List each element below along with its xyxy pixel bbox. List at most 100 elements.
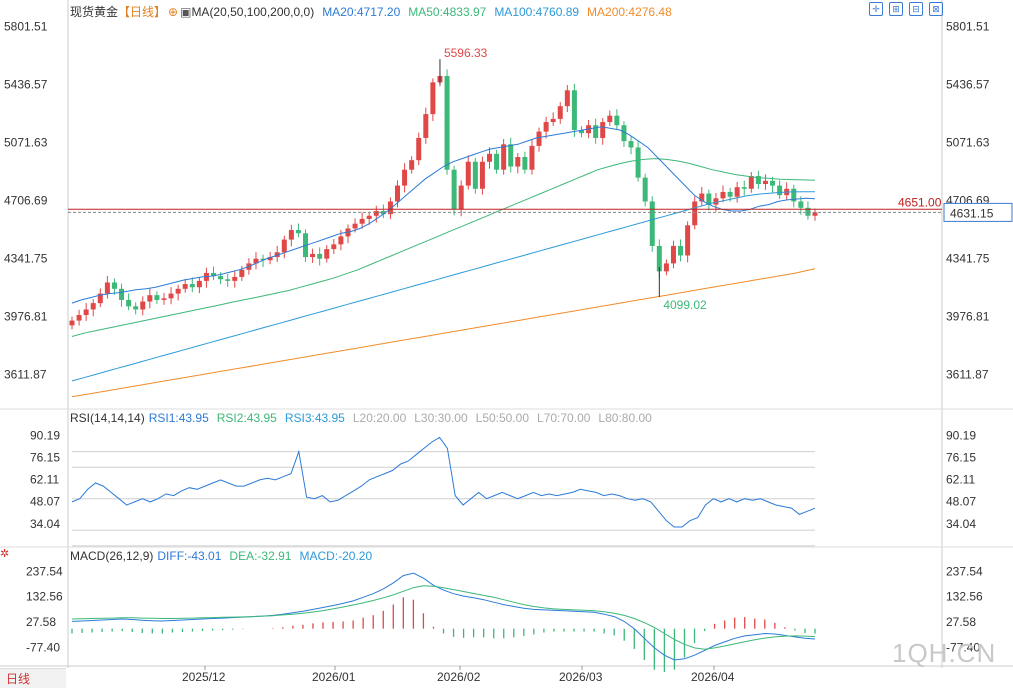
y-tick-label-left: 3976.81	[4, 309, 48, 323]
candle	[458, 185, 464, 210]
candle	[175, 288, 181, 294]
rsi-y-tick-left: 48.07	[30, 495, 60, 509]
candle	[791, 188, 797, 202]
settings-icon[interactable]: ⊕	[168, 5, 179, 19]
main-legend: 现货黄金【日线】 ⊕ ▣MA(20,50,100,200,0,0) MA20:4717…	[70, 3, 680, 20]
candle	[564, 90, 570, 107]
candle	[727, 191, 733, 197]
candle	[267, 257, 273, 261]
ma200-legend: MA200:4276.48	[587, 5, 672, 19]
candle	[232, 276, 238, 281]
candle	[706, 193, 712, 205]
candle	[352, 223, 358, 229]
close-icon[interactable]: ⊠	[929, 2, 943, 16]
candle	[465, 161, 471, 186]
candle	[111, 282, 117, 289]
period-tag[interactable]: 【日线】	[118, 5, 167, 19]
rsi-y-tick-left: 62.11	[30, 473, 59, 487]
candle	[494, 153, 500, 170]
candle	[472, 161, 478, 189]
ma200-line	[71, 268, 816, 398]
candle	[536, 131, 542, 146]
period-button[interactable]: 日线	[0, 668, 66, 688]
y-tick-label-right: 3611.87	[946, 367, 989, 381]
rsi2-legend: RSI2:43.95	[216, 411, 277, 425]
candle	[196, 280, 202, 288]
candle	[720, 191, 726, 199]
candle	[104, 282, 110, 294]
candle	[741, 187, 747, 189]
rsi-y-tick-left: 34.04	[30, 517, 60, 531]
zoom-in-icon[interactable]: ⊞	[889, 2, 903, 16]
candle	[798, 201, 804, 208]
crosshair-icon[interactable]: ✛	[869, 2, 883, 16]
y-tick-label-left: 4706.69	[4, 193, 48, 207]
candle	[225, 279, 231, 281]
candle	[409, 160, 415, 170]
candle	[762, 180, 768, 184]
rsi-y-tick-right: 62.11	[946, 473, 975, 487]
candle	[211, 272, 217, 277]
candle	[685, 225, 691, 256]
candle	[387, 201, 393, 215]
candle	[508, 144, 514, 167]
indicator-icon[interactable]: ✲	[0, 548, 10, 560]
rsi-y-tick-right: 48.07	[946, 495, 976, 509]
macd-y-tick-right: 132.56	[946, 590, 983, 604]
candle	[69, 320, 75, 326]
candle	[777, 185, 783, 196]
candle	[331, 244, 337, 250]
candle	[218, 276, 224, 280]
watermark: 1QH.CN	[892, 638, 997, 668]
x-tick-label: 2026/04	[691, 670, 735, 684]
ma50-line	[71, 158, 816, 337]
candle	[692, 201, 698, 226]
rsi-l50: L50:50.00	[475, 411, 530, 425]
macd-y-tick-left: -77.40	[26, 640, 60, 654]
candle	[83, 309, 89, 316]
candle	[189, 284, 195, 288]
candle	[451, 169, 457, 210]
rsi-l80: L80:80.00	[598, 411, 652, 425]
candle	[571, 90, 577, 130]
x-tick-label: 2026/03	[559, 670, 603, 684]
candle	[699, 193, 705, 202]
rsi-y-tick-right: 76.15	[946, 451, 976, 465]
dea-legend: DEA:-32.91	[229, 549, 292, 563]
rsi-legend: RSI(14,14,14) RSI1:43.95 RSI2:43.95 RSI3:43…	[70, 411, 660, 425]
candle	[770, 180, 776, 186]
candle	[366, 215, 372, 219]
ma100-legend: MA100:4760.89	[494, 5, 580, 19]
candle	[557, 106, 563, 119]
x-tick-label: 2025/12	[182, 670, 226, 684]
high-label: 5596.33	[444, 46, 488, 60]
y-tick-label-right: 4341.75	[946, 251, 990, 265]
candle	[628, 141, 634, 148]
chart-toolbar: ✛ ⊞ ⊟ ⊠	[869, 2, 943, 16]
candle	[90, 303, 96, 310]
low-label: 4099.02	[663, 298, 707, 312]
candle	[600, 122, 606, 138]
macd-y-tick-left: 237.54	[26, 564, 63, 578]
macd-y-tick-right: 27.58	[946, 615, 976, 629]
rsi-line	[71, 436, 816, 528]
candle	[748, 176, 754, 189]
candle	[529, 145, 535, 170]
candle	[168, 293, 174, 299]
zoom-out-icon[interactable]: ⊟	[909, 2, 923, 16]
ma50-legend: MA50:4833.97	[408, 5, 487, 19]
candle	[317, 253, 323, 259]
candle	[550, 118, 556, 123]
rsi-l30: L30:30.00	[414, 411, 468, 425]
candle	[663, 263, 669, 272]
candle	[713, 198, 719, 205]
y-tick-label-left: 5071.63	[4, 135, 48, 149]
macd-params: MACD(26,12,9)	[70, 549, 154, 563]
rsi3-legend: RSI3:43.95	[284, 411, 345, 425]
rsi1-legend: RSI1:43.95	[148, 411, 209, 425]
candle	[402, 169, 408, 186]
candle	[543, 122, 549, 132]
y-tick-label-left: 4341.75	[4, 251, 48, 265]
rsi-y-tick-left: 90.19	[30, 429, 60, 443]
dea-line	[71, 585, 816, 650]
